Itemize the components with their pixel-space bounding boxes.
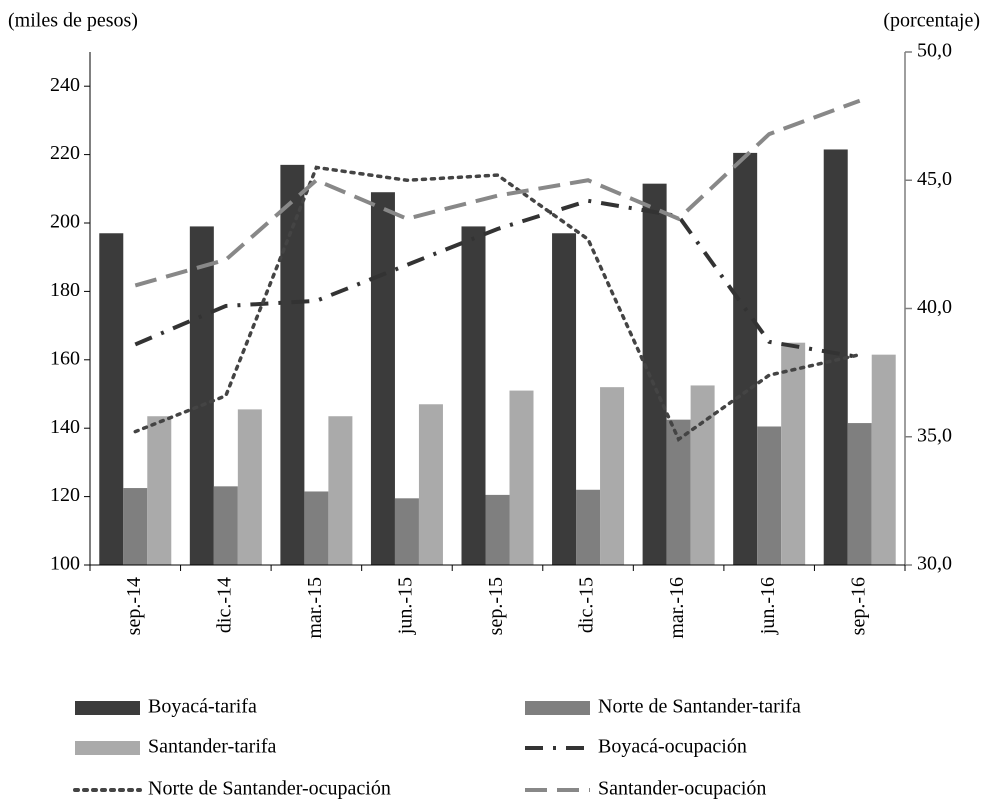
- x-tick-label: jun.-15: [395, 577, 417, 635]
- bar: [733, 152, 758, 565]
- bar: [123, 488, 148, 565]
- x-tick-label: mar.-16: [666, 577, 688, 639]
- bar: [280, 164, 305, 566]
- legend-label: Santander-tarifa: [148, 736, 277, 758]
- y-tick-label: 240: [50, 74, 80, 96]
- legend-label: Norte de Santander-ocupación: [148, 778, 391, 800]
- line-series: [133, 165, 862, 442]
- bar: [213, 486, 238, 565]
- legend-label: Boyacá-ocupación: [598, 736, 747, 758]
- y-tick-label: 160: [50, 347, 80, 369]
- y2-tick-label: 30,0: [917, 553, 952, 575]
- y-tick-label: 100: [50, 553, 80, 575]
- x-tick-label: dic.-14: [213, 577, 235, 633]
- legend-swatch: [525, 701, 590, 715]
- bar: [461, 226, 486, 566]
- y2-tick-label: 45,0: [917, 168, 952, 190]
- bar: [642, 183, 667, 566]
- legend-swatch: [75, 701, 140, 715]
- y2-axis-label: (porcentaje): [883, 10, 980, 32]
- bar: [690, 385, 715, 565]
- bar: [418, 404, 443, 565]
- x-tick-label: sep.-15: [485, 577, 507, 635]
- y-tick-label: 140: [50, 416, 80, 438]
- bar: [847, 423, 872, 565]
- x-tick-label: sep.-14: [123, 577, 145, 635]
- bar: [485, 494, 510, 565]
- y-tick-label: 180: [50, 279, 80, 301]
- y2-tick-label: 35,0: [917, 424, 952, 446]
- y2-tick-label: 50,0: [917, 40, 952, 62]
- bar: [328, 416, 353, 565]
- bar: [576, 489, 601, 565]
- bar: [552, 233, 577, 565]
- x-tick-label: sep.-16: [847, 577, 869, 635]
- y-axis-label: (miles de pesos): [8, 10, 138, 32]
- bar: [304, 491, 329, 565]
- y-tick-label: 220: [50, 142, 80, 164]
- bar: [871, 354, 896, 565]
- bar: [394, 498, 419, 565]
- bar: [509, 390, 534, 565]
- y2-tick-label: 40,0: [917, 296, 952, 318]
- bar: [600, 387, 625, 565]
- line-series: [134, 198, 861, 360]
- bar: [189, 226, 214, 566]
- legend-label: Boyacá-tarifa: [148, 696, 257, 718]
- y-tick-label: 120: [50, 484, 80, 506]
- bar: [370, 192, 395, 565]
- legend-label: Santander-ocupación: [598, 778, 766, 800]
- y-tick-label: 200: [50, 211, 80, 233]
- bar: [99, 233, 124, 565]
- bar: [666, 419, 691, 565]
- bar: [147, 416, 172, 565]
- x-tick-label: mar.-15: [304, 577, 326, 639]
- legend-swatch: [75, 741, 140, 755]
- bar: [781, 342, 806, 565]
- x-tick-label: jun.-16: [757, 577, 779, 635]
- line-series: [134, 98, 861, 288]
- bar: [237, 409, 262, 565]
- legend-label: Norte de Santander-tarifa: [598, 696, 801, 718]
- x-tick-label: dic.-15: [576, 577, 598, 633]
- bar: [757, 426, 782, 565]
